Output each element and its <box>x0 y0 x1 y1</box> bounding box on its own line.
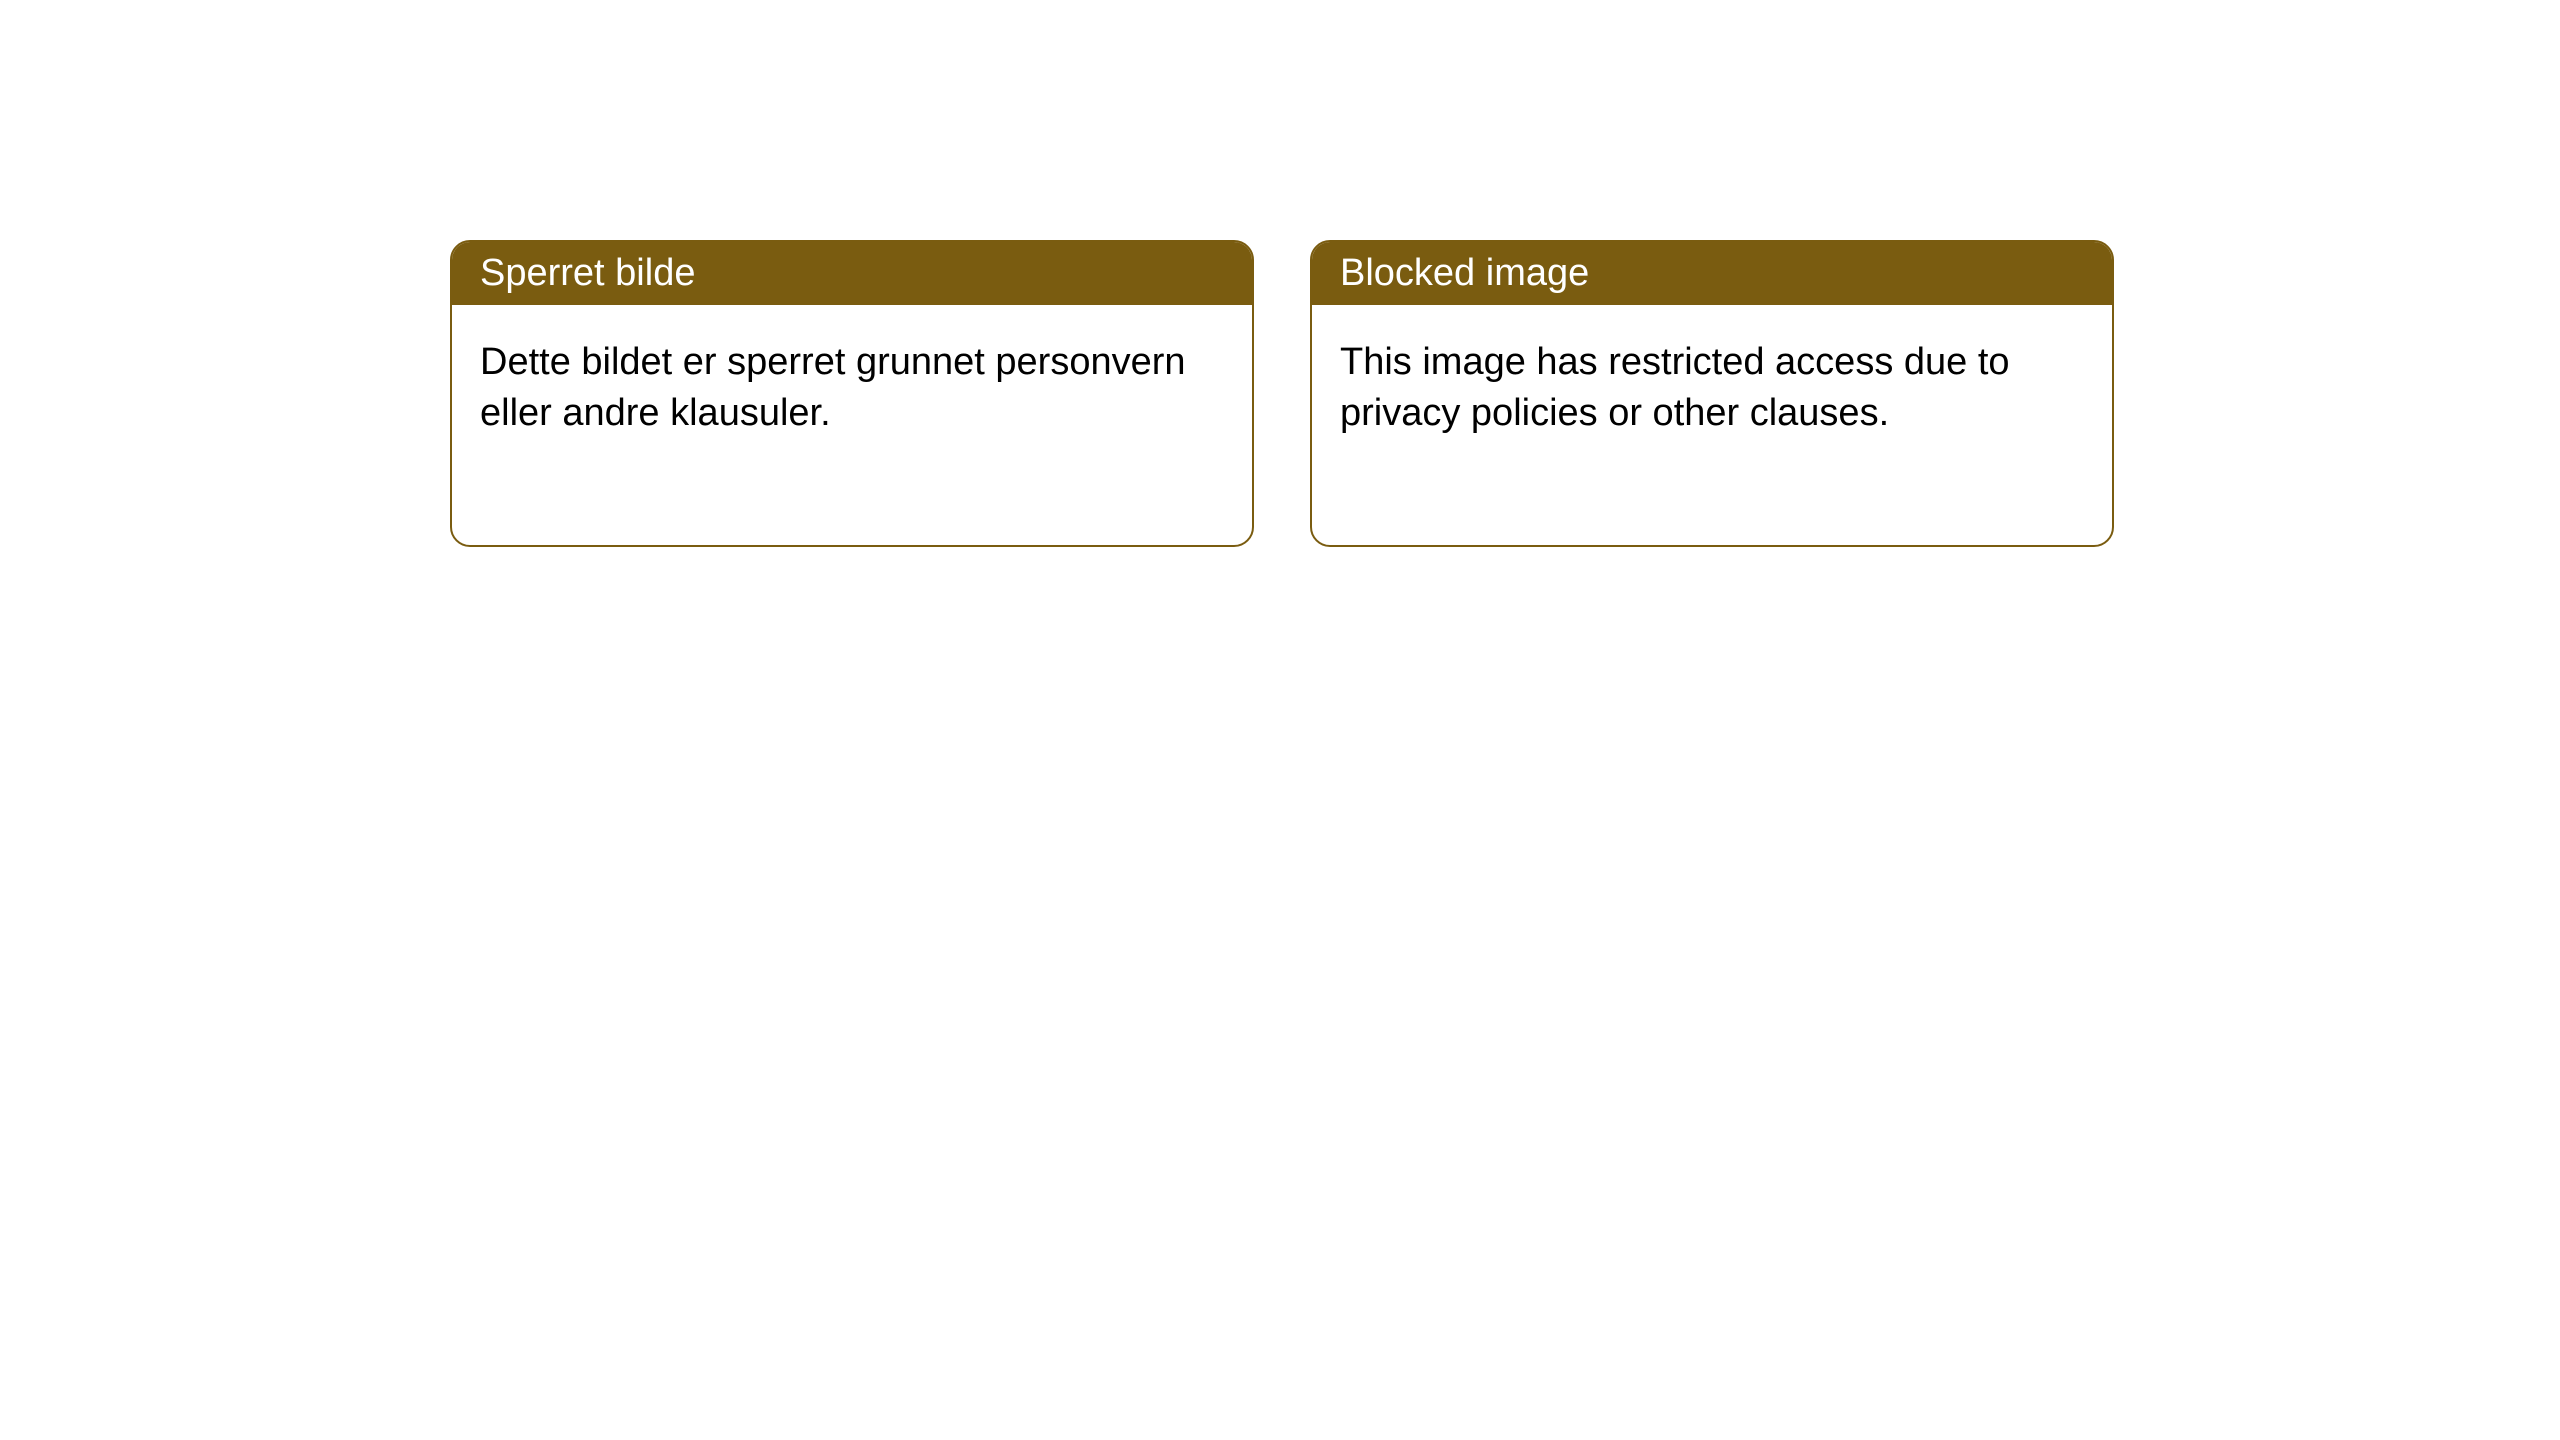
notice-title: Blocked image <box>1312 242 2112 305</box>
notice-body: This image has restricted access due to … <box>1312 305 2112 545</box>
notice-container: Sperret bilde Dette bildet er sperret gr… <box>0 0 2560 547</box>
notice-card-english: Blocked image This image has restricted … <box>1310 240 2114 547</box>
notice-title: Sperret bilde <box>452 242 1252 305</box>
notice-body: Dette bildet er sperret grunnet personve… <box>452 305 1252 545</box>
notice-card-norwegian: Sperret bilde Dette bildet er sperret gr… <box>450 240 1254 547</box>
